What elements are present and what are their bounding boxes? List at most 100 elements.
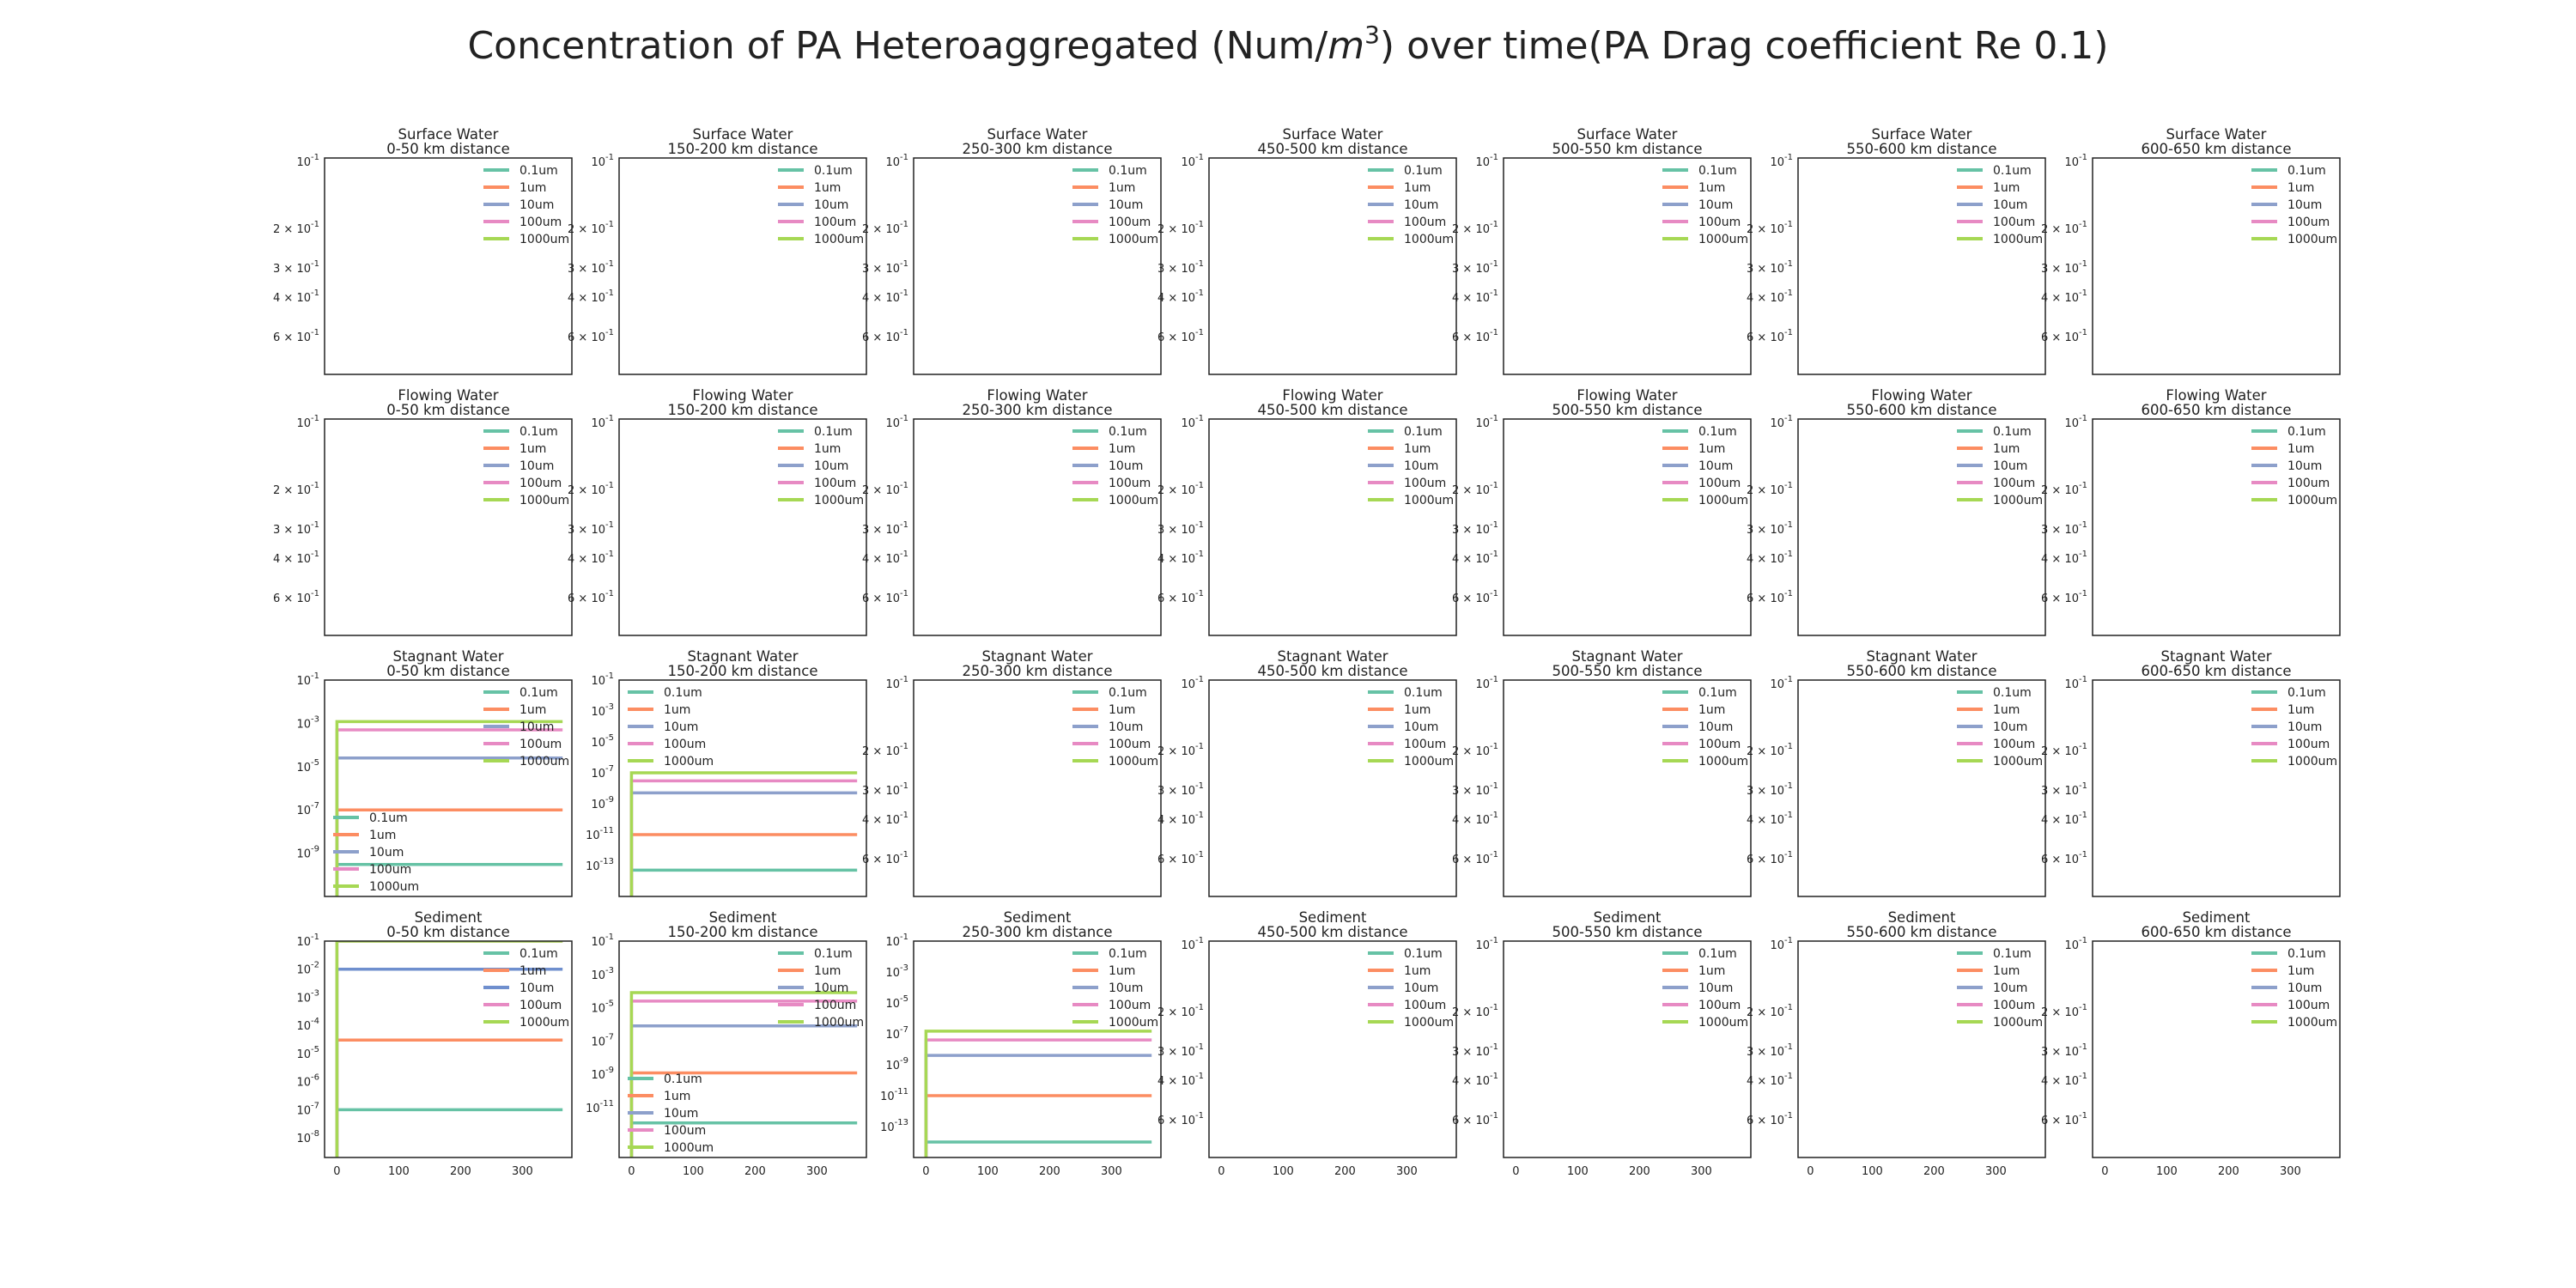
subplot-frame (324, 157, 573, 375)
y-tick-label: 2 × 10-1 (273, 481, 319, 497)
subplot-title: Flowing Water (1282, 387, 1382, 404)
legend-label: 0.1um (519, 686, 558, 700)
y-tick-exponent: -1 (1490, 481, 1498, 490)
y-tick-label: 4 × 10-1 (2041, 1072, 2087, 1088)
legend-label: 1000um (1109, 494, 1158, 507)
y-tick-base: 10 (296, 1104, 311, 1117)
legend: 0.1um 1um 10um 100um 1000um (1957, 164, 2043, 246)
y-tick-exponent: -1 (1490, 1042, 1498, 1052)
y-tick-label: 4 × 10-1 (2041, 811, 2087, 827)
y-tick-exponent: -1 (1195, 742, 1204, 751)
y-tick-label: 10-1 (2064, 675, 2087, 691)
y-tick-base: 3 × 10 (1747, 263, 1784, 276)
legend-label: 100um (1109, 738, 1151, 751)
legend-label: 1000um (2287, 755, 2337, 769)
subplot-frame (913, 418, 1162, 636)
y-tick-label: 2 × 10-1 (1452, 220, 1498, 236)
y-tick-base: 6 × 10 (273, 331, 311, 344)
y-tick-label: 6 × 10-1 (1747, 850, 1793, 866)
y-tick-exponent: -1 (900, 520, 908, 530)
y-tick-exponent: -1 (2079, 850, 2087, 860)
x-tick-label: 0 (922, 1165, 929, 1178)
y-tick-label: 2 × 10-1 (1157, 1003, 1204, 1019)
y-tick-base: 10 (1770, 417, 1784, 430)
legend-label: 1um (519, 442, 546, 456)
subplot-subtitle: 450-500 km distance (1258, 141, 1408, 157)
y-tick-base: 3 × 10 (273, 263, 311, 276)
y-tick-exponent: -1 (1490, 811, 1498, 820)
y-tick-base: 10 (885, 417, 900, 430)
legend-label: 100um (519, 999, 562, 1012)
y-tick-label: 3 × 10-1 (273, 520, 319, 537)
legend-label: 1um (519, 964, 546, 978)
legend-label: 1um (369, 829, 396, 842)
legend-label: 100um (1698, 738, 1741, 751)
subplot-frame (913, 940, 1162, 1158)
y-tick-label: 10-1 (1181, 675, 1204, 691)
legend-label: 1um (1698, 964, 1725, 978)
legend-label: 0.1um (519, 947, 558, 961)
legend-label: 1000um (369, 880, 419, 894)
y-tick-label: 10-6 (296, 1073, 319, 1090)
y-tick-base: 6 × 10 (862, 592, 900, 605)
legend-label: 0.1um (2287, 947, 2326, 961)
y-tick-base: 2 × 10 (862, 484, 900, 497)
y-tick-base: 10 (1770, 678, 1784, 691)
y-tick-exponent: -1 (2079, 153, 2087, 162)
legend-label: 1000um (1993, 1016, 2043, 1030)
legend-label: 10um (2287, 198, 2322, 212)
y-tick-label: 4 × 10-1 (273, 550, 319, 566)
y-tick-label: 10-1 (2064, 414, 2087, 430)
y-tick-label: 6 × 10-1 (2041, 589, 2087, 605)
y-tick-exponent: -1 (1490, 1003, 1498, 1012)
y-tick-base: 10 (2064, 417, 2079, 430)
subplot-frame (913, 157, 1162, 375)
y-tick-label: 10-1 (1181, 153, 1204, 169)
y-tick-label: 10-9 (885, 1056, 908, 1072)
y-tick-exponent: -1 (2079, 1003, 2087, 1012)
y-tick-exponent: -1 (1784, 781, 1793, 791)
y-tick-exponent: -1 (605, 414, 614, 423)
x-tick-label: 200 (1629, 1165, 1650, 1178)
y-tick-label: 6 × 10-1 (1747, 589, 1793, 605)
y-tick-label: 4 × 10-1 (2041, 289, 2087, 305)
legend: 0.1um 1um 10um 100um 1000um (1662, 425, 1748, 507)
y-tick-label: 6 × 10-1 (1452, 1111, 1498, 1127)
y-tick-exponent: -5 (311, 1045, 319, 1054)
y-tick-base: 10 (591, 969, 605, 982)
y-tick-label: 10-13 (586, 857, 614, 873)
y-tick-exponent: -1 (900, 414, 908, 423)
y-tick-base: 10 (885, 678, 900, 691)
legend-label: 10um (1404, 459, 1438, 473)
y-tick-exponent: -1 (1195, 781, 1204, 791)
y-tick-base: 2 × 10 (273, 223, 311, 236)
y-tick-label: 10-7 (591, 1032, 614, 1048)
y-tick-base: 10 (591, 799, 605, 811)
y-tick-label: 4 × 10-1 (1452, 550, 1498, 566)
y-tick-label: 3 × 10-1 (1747, 1042, 1793, 1059)
y-tick-base: 10 (296, 156, 311, 169)
legend-label: 10um (2287, 459, 2322, 473)
y-tick-base: 10 (1475, 417, 1490, 430)
y-tick-exponent: -1 (900, 742, 908, 751)
y-tick-base: 3 × 10 (862, 785, 900, 798)
legend-label: 1000um (1993, 755, 2043, 769)
legend-label: 100um (1698, 216, 1741, 229)
figure-title: Concentration of PA Heteroaggregated (Nu… (467, 21, 2108, 68)
y-tick-exponent: -5 (311, 758, 319, 768)
y-tick-exponent: -1 (1784, 414, 1793, 423)
series-line-1000um (335, 720, 563, 896)
y-tick-exponent: -1 (1195, 850, 1204, 860)
y-tick-base: 10 (591, 1036, 605, 1048)
y-tick-base: 10 (1770, 939, 1784, 952)
y-tick-label: 6 × 10-1 (862, 328, 908, 344)
y-tick-base: 2 × 10 (1747, 745, 1784, 758)
legend-label: 0.1um (814, 947, 853, 961)
subplot-subtitle: 0-50 km distance (386, 663, 509, 679)
y-tick-label: 4 × 10-1 (2041, 550, 2087, 566)
legend-label: 100um (814, 999, 856, 1012)
y-tick-base: 6 × 10 (1452, 592, 1490, 605)
